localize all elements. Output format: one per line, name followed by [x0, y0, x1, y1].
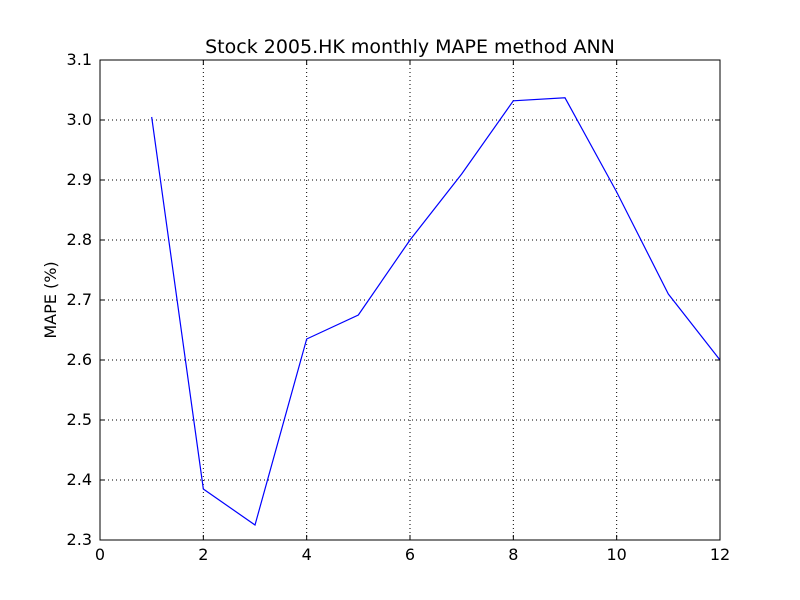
x-tick-label: 0	[95, 545, 105, 564]
x-tick-label: 6	[405, 545, 415, 564]
y-axis-label: MAPE (%)	[41, 261, 60, 338]
series-line	[151, 97, 721, 526]
x-tick-label: 8	[508, 545, 518, 564]
y-tick-label: 3.0	[67, 110, 92, 129]
series-layer	[151, 97, 721, 526]
x-tick-label: 2	[198, 545, 208, 564]
x-tick-label: 12	[710, 545, 730, 564]
y-tick-label: 2.9	[67, 170, 92, 189]
chart-title: Stock 2005.HK monthly MAPE method ANN	[205, 36, 615, 58]
y-tick-label: 2.8	[67, 230, 92, 249]
y-tick-label: 2.3	[67, 530, 92, 549]
y-tick-label: 2.6	[67, 350, 92, 369]
tick-labels: 0 2 4 6 8 10 12 2.3 2.4 2.5 2.6 2.7 2.8 2.9 3.0 3.1	[67, 50, 731, 564]
y-tick-label: 3.1	[67, 50, 92, 69]
y-tick-label: 2.7	[67, 290, 92, 309]
y-tick-label: 2.4	[67, 470, 92, 489]
x-tick-label: 4	[302, 545, 312, 564]
grid	[100, 60, 720, 540]
ticks	[99, 59, 721, 541]
x-tick-label: 10	[606, 545, 626, 564]
y-tick-label: 2.5	[67, 410, 92, 429]
